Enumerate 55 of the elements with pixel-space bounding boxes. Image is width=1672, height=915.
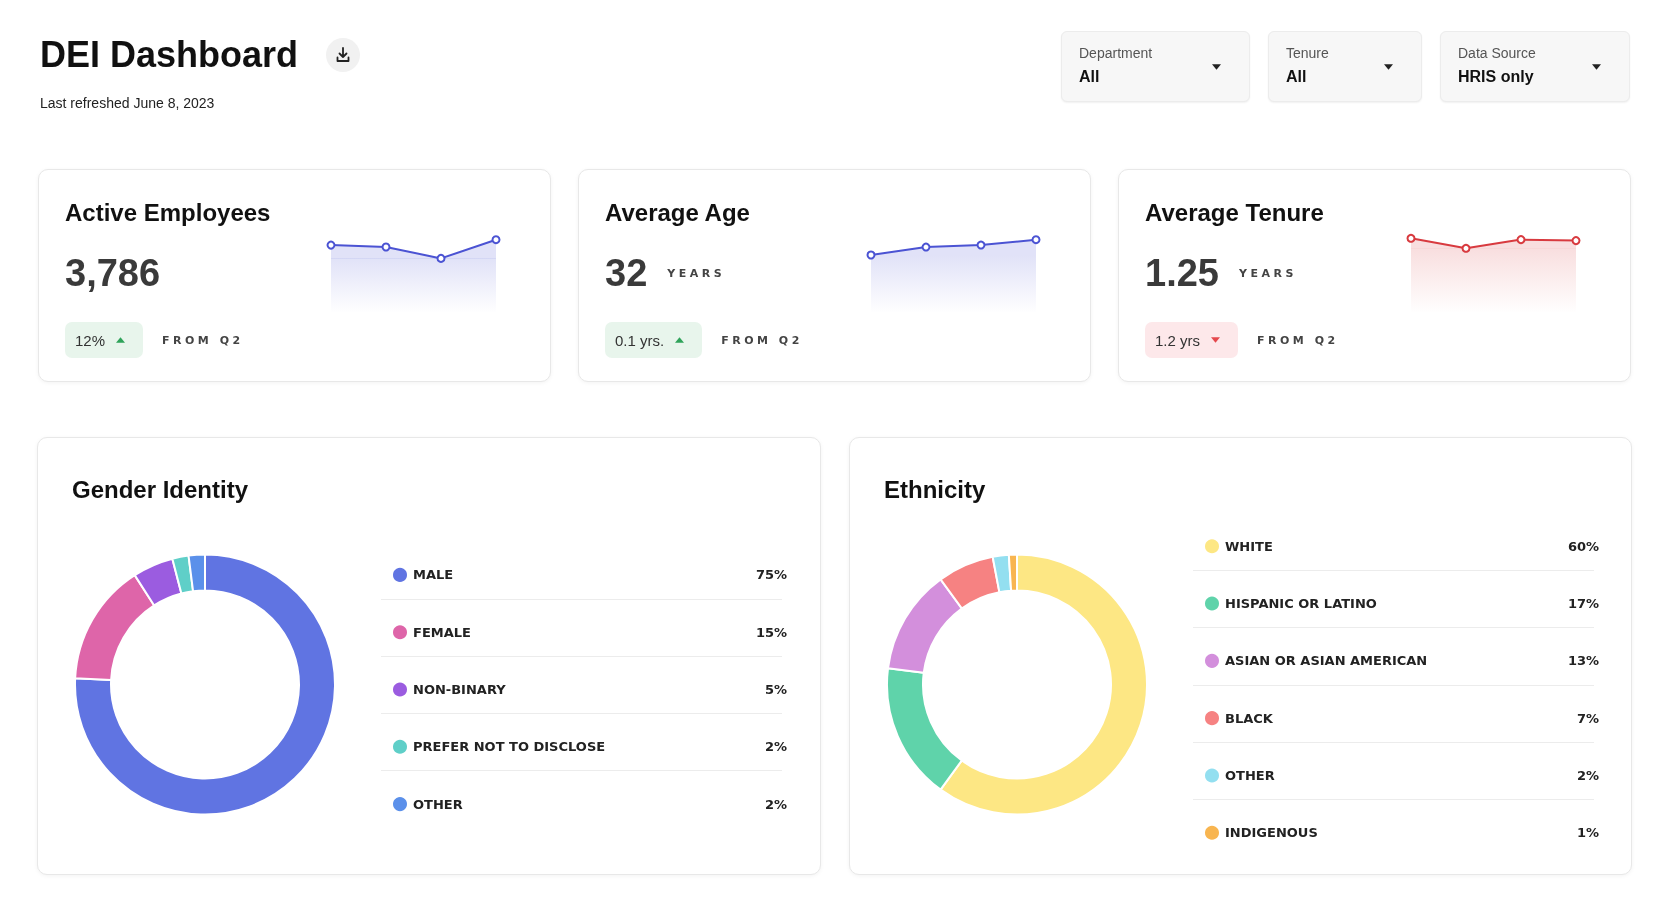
dropdown: Tenure All [1268, 31, 1422, 102]
data-label: 15% [755, 624, 787, 640]
data-label: 1% [1576, 825, 1599, 841]
text: 1.25 [1145, 252, 1219, 294]
data-label: 5% [764, 682, 787, 697]
text: 32 [605, 252, 648, 294]
data-label: 17% [1567, 596, 1599, 612]
text: FROM Q2 [1257, 333, 1339, 347]
point [921, 242, 931, 252]
chart-title: Ethnicity [884, 476, 986, 503]
chart-title: Gender Identity [72, 476, 249, 503]
text: FROM Q2 [162, 333, 244, 347]
data-label: 60% [1567, 538, 1599, 554]
text: Average Age [605, 199, 750, 226]
legend-label: OTHER [413, 796, 463, 812]
point [326, 240, 336, 250]
text: DEI Dashboard [40, 34, 299, 75]
text: 12% [75, 331, 106, 349]
text: FROM Q2 [721, 333, 803, 347]
point [866, 250, 876, 260]
dropdown: Department All [1061, 31, 1250, 102]
point [381, 242, 391, 252]
legend-label: OTHER [1225, 767, 1275, 783]
dropdown: Data Source HRIS only [1440, 31, 1630, 102]
data-label: 13% [1567, 653, 1599, 669]
point [976, 240, 986, 250]
legend-label: ASIAN OR ASIAN AMERICAN [1225, 653, 1428, 669]
chart-title: Active Employees [65, 199, 271, 226]
text: 3,786 [65, 252, 161, 294]
text: 0.1 yrs. [615, 331, 665, 349]
data-label: 2% [764, 739, 787, 755]
point [1406, 233, 1416, 243]
data-label: 2% [764, 796, 787, 812]
legend-label: INDIGENOUS [1225, 825, 1318, 841]
legend-label: PREFER NOT TO DISCLOSE [413, 739, 606, 755]
point [1516, 235, 1526, 245]
text: Last refreshed June 8, 2023 [40, 95, 215, 111]
text: 1.2 yrs [1155, 331, 1201, 349]
legend-label: WHITE [1225, 538, 1273, 554]
data-label: 75% [755, 567, 787, 583]
data-label: 7% [1576, 710, 1599, 726]
point [491, 235, 501, 245]
text: YEARS [1238, 266, 1297, 280]
text: YEARS [667, 266, 726, 280]
point [1571, 236, 1581, 246]
chart-title: Average Tenure [1145, 199, 1324, 226]
legend-label: NON-BINARY [413, 682, 507, 697]
data-label: 2% [1576, 767, 1599, 783]
legend-label: FEMALE [413, 624, 471, 640]
legend-label: BLACK [1225, 710, 1274, 726]
legend-label: MALE [413, 567, 454, 583]
legend-label: HISPANIC OR LATINO [1225, 596, 1377, 612]
point [1461, 243, 1471, 253]
point [1031, 235, 1041, 245]
point [436, 253, 446, 263]
